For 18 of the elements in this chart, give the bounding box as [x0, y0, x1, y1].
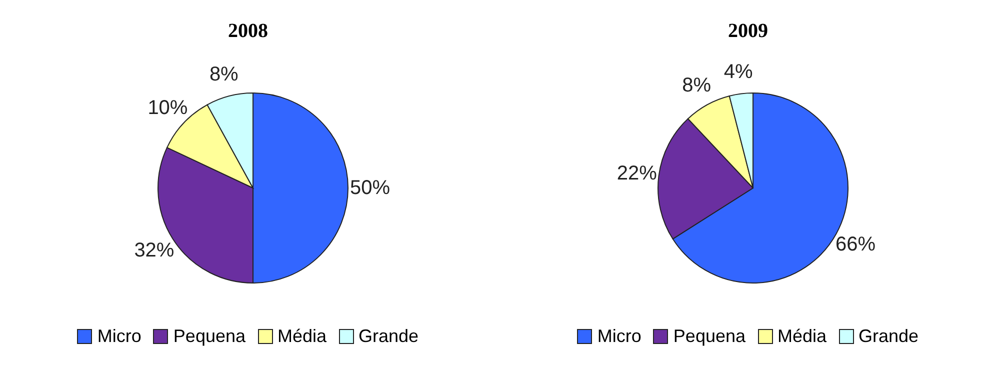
legend-label: Pequena: [673, 326, 746, 347]
legend-label: Pequena: [173, 326, 246, 347]
data-label: 4%: [724, 60, 754, 83]
data-label: 22%: [616, 162, 658, 184]
data-label: 8%: [682, 74, 712, 96]
legend-label: Micro: [97, 326, 142, 347]
chart-title: 2009: [727, 20, 769, 43]
legend-label: Micro: [597, 326, 642, 347]
data-label: 50%: [350, 177, 390, 199]
legend-label: Média: [778, 326, 827, 347]
legend-label: Grande: [358, 326, 419, 347]
data-label: 8%: [209, 64, 239, 86]
chart-title: 2008: [227, 20, 269, 43]
legend-label: Média: [278, 326, 327, 347]
legend-label: Grande: [858, 326, 919, 347]
data-label: 66%: [836, 233, 876, 256]
data-label: 32%: [134, 240, 174, 262]
data-label: 10%: [148, 96, 188, 119]
